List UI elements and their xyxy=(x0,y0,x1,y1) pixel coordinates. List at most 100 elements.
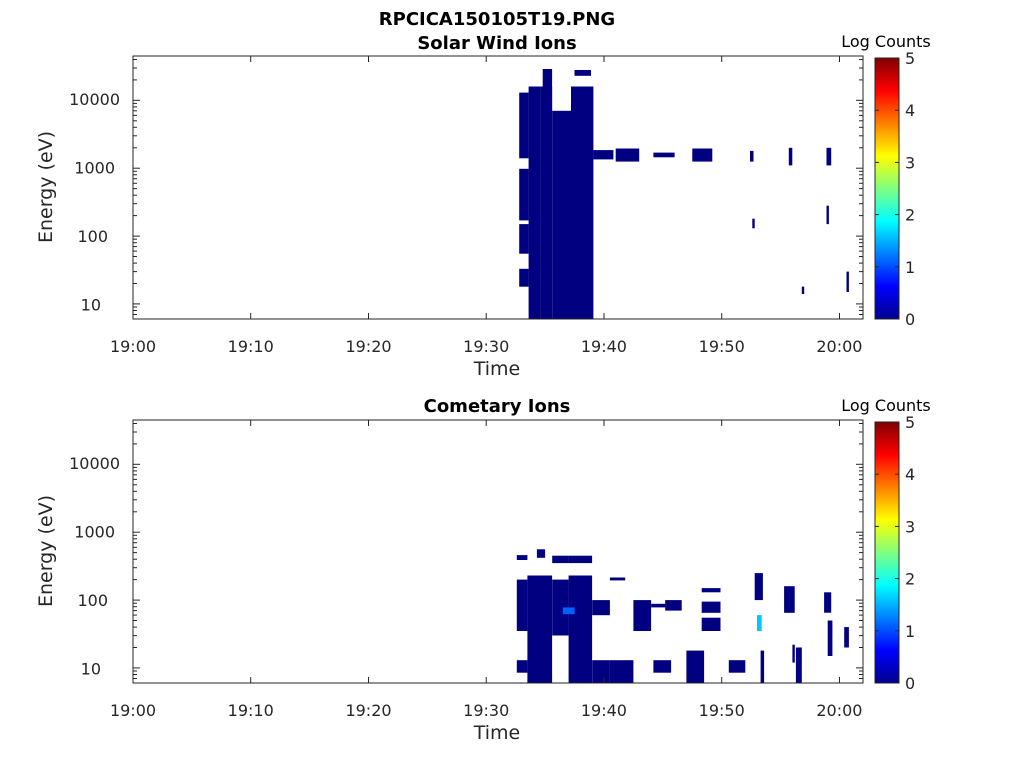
data-cell xyxy=(757,615,762,631)
x-axis-label: Time xyxy=(473,358,521,380)
data-cell xyxy=(633,600,652,631)
data-cell xyxy=(574,70,591,76)
data-cells xyxy=(516,549,849,683)
axis-ticks xyxy=(132,56,863,320)
y-tick-label: 100 xyxy=(77,227,108,246)
x-tick-label: 19:40 xyxy=(581,337,627,356)
colorbar-tick-label: 4 xyxy=(905,465,915,484)
y-axis-label: Energy (eV) xyxy=(35,131,57,243)
data-cell xyxy=(701,601,721,613)
colorbar-tick-label: 0 xyxy=(905,674,915,693)
panel-solar-wind-ions: Solar Wind Ions 19:00 19:10 19:20 19:30 … xyxy=(35,32,931,380)
panel-cometary-ions: Cometary Ions 19:00 19:10 19:20 19:30 19… xyxy=(35,396,931,744)
data-cell xyxy=(519,268,529,287)
data-cell xyxy=(760,650,765,683)
data-cell xyxy=(824,592,832,613)
data-cell xyxy=(686,650,705,683)
plot-frame xyxy=(132,55,864,320)
colorbar-tick-label: 4 xyxy=(905,101,915,120)
x-tick-label: 19:20 xyxy=(345,701,391,720)
x-axis-label: Time xyxy=(473,722,521,744)
data-cell xyxy=(519,92,529,159)
colorbar-tick-labels: 0 1 2 3 4 5 xyxy=(905,49,915,329)
colorbar-tick-labels: 0 1 2 3 4 5 xyxy=(905,413,915,693)
x-tick-label: 19:10 xyxy=(228,701,274,720)
colorbar-ticks xyxy=(875,57,899,320)
y-tick-labels: 10 100 1000 10000 xyxy=(69,90,120,314)
data-cell xyxy=(552,110,571,319)
data-cell xyxy=(527,575,553,683)
data-cell xyxy=(592,660,610,683)
data-cell xyxy=(701,588,721,593)
x-tick-label: 19:30 xyxy=(463,337,509,356)
data-cell xyxy=(592,600,610,616)
y-tick-labels: 10 100 1000 10000 xyxy=(69,454,120,678)
data-cell xyxy=(519,224,529,254)
data-cell xyxy=(826,205,829,225)
y-axis-label: Energy (eV) xyxy=(35,495,57,607)
data-cell xyxy=(728,660,746,673)
data-cell xyxy=(516,579,528,631)
colorbar xyxy=(874,57,900,320)
data-cell xyxy=(651,603,677,608)
x-tick-label: 20:00 xyxy=(816,701,862,720)
data-cell xyxy=(846,271,849,292)
y-tick-label: 10000 xyxy=(69,90,120,109)
x-tick-label: 19:20 xyxy=(345,337,391,356)
data-cell xyxy=(665,600,682,611)
colorbar-tick-label: 1 xyxy=(905,258,915,277)
x-tick-label: 19:00 xyxy=(110,701,156,720)
colorbar-tick-label: 2 xyxy=(905,206,915,225)
y-tick-label: 1000 xyxy=(74,522,115,541)
data-cell xyxy=(788,147,793,166)
y-tick-label: 10000 xyxy=(69,454,120,473)
y-tick-label: 100 xyxy=(77,591,108,610)
figure-title: RPCICA150105T19.PNG xyxy=(379,9,615,30)
x-tick-labels: 19:00 19:10 19:20 19:30 19:40 19:50 20:0… xyxy=(110,701,863,720)
data-cell xyxy=(562,607,575,615)
data-cell xyxy=(609,577,626,581)
data-cell xyxy=(795,647,802,683)
data-cell xyxy=(552,555,569,564)
data-cell xyxy=(519,168,529,221)
colorbar xyxy=(874,421,900,684)
data-cell xyxy=(754,573,763,601)
y-tick-label: 10 xyxy=(81,295,101,314)
data-cell xyxy=(752,218,755,229)
data-cells xyxy=(519,69,849,319)
data-cell xyxy=(568,555,593,564)
x-tick-label: 19:30 xyxy=(463,701,509,720)
colorbar-tick-label: 1 xyxy=(905,622,915,641)
colorbar-label: Log Counts xyxy=(841,396,931,415)
data-cell xyxy=(540,86,553,319)
data-cell xyxy=(609,660,634,683)
x-tick-label: 19:10 xyxy=(228,337,274,356)
y-tick-label: 10 xyxy=(81,659,101,678)
x-tick-label: 20:00 xyxy=(816,337,862,356)
colorbar-label: Log Counts xyxy=(841,32,931,51)
data-cell xyxy=(516,660,528,673)
data-cell xyxy=(792,644,795,663)
panel-title: Solar Wind Ions xyxy=(417,33,576,54)
data-cell xyxy=(528,86,541,319)
data-cell xyxy=(571,86,594,319)
data-cell xyxy=(750,150,754,162)
data-cell xyxy=(552,579,569,636)
data-cell xyxy=(593,150,614,160)
y-tick-label: 1000 xyxy=(74,158,115,177)
data-cell xyxy=(827,620,833,656)
colorbar-tick-label: 2 xyxy=(905,570,915,589)
data-cell xyxy=(844,627,849,648)
plot-frame xyxy=(132,419,864,684)
data-cell xyxy=(692,148,713,162)
x-tick-label: 19:50 xyxy=(699,337,745,356)
data-cell xyxy=(516,555,528,560)
axis-ticks xyxy=(132,420,863,684)
colorbar-tick-label: 3 xyxy=(905,517,915,536)
colorbar-tick-label: 5 xyxy=(905,49,915,68)
colorbar-tick-label: 0 xyxy=(905,310,915,329)
data-cell xyxy=(615,148,640,162)
colorbar-tick-label: 5 xyxy=(905,413,915,432)
data-cell xyxy=(542,69,553,87)
